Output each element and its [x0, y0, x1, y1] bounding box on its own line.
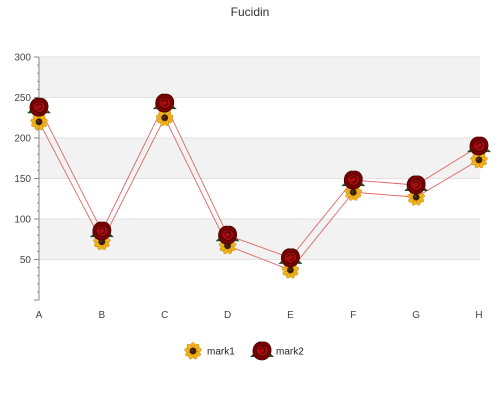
x-tick-label: D	[224, 310, 231, 321]
grid-lines	[39, 56, 480, 260]
series-line-mark1	[38, 116, 480, 271]
x-tick-label: A	[36, 310, 43, 321]
x-tick-label: G	[412, 310, 420, 321]
y-tick-label: 150	[14, 174, 31, 185]
grid-band	[39, 57, 480, 98]
y-tick-label: 100	[14, 215, 31, 226]
x-tick-label: E	[287, 310, 294, 321]
grid-band	[39, 219, 480, 260]
x-tick-label: F	[350, 310, 356, 321]
series-lines	[38, 102, 480, 271]
x-tick-label: B	[99, 310, 106, 321]
legend: mark1 mark2	[183, 341, 304, 361]
y-tick-label: 300	[14, 53, 31, 64]
x-tick-label: H	[475, 310, 482, 321]
grid-band	[39, 138, 480, 179]
y-tick-label: 50	[20, 255, 32, 266]
chart-title: Fucidin	[231, 5, 270, 19]
y-tick-label: 250	[14, 93, 31, 104]
series-line-mark2	[38, 102, 480, 259]
legend-label: mark2	[276, 347, 304, 358]
grid-bands	[39, 57, 480, 260]
x-axis-ticks: A B C D E F G H	[36, 310, 483, 321]
legend-label: mark1	[207, 347, 235, 358]
y-axis-ticks: 50 100 150 200 250 300	[14, 53, 39, 301]
y-tick-label: 200	[14, 134, 31, 145]
x-tick-label: C	[161, 310, 168, 321]
legend-sunflower-icon	[183, 341, 203, 361]
legend-rose-icon	[249, 341, 275, 361]
